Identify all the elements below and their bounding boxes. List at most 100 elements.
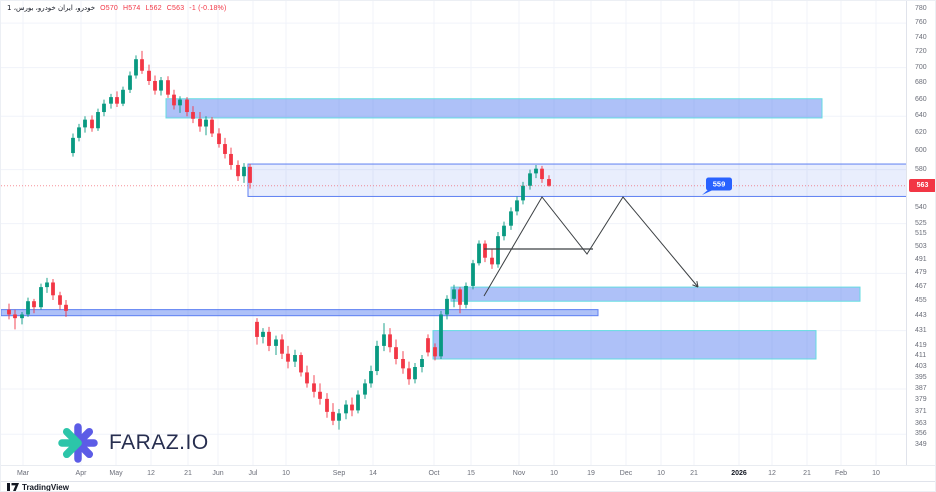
price-tick: 600 bbox=[915, 147, 927, 155]
candle-body bbox=[540, 168, 544, 180]
candle-body bbox=[420, 358, 424, 368]
price-tick: 395 bbox=[915, 373, 927, 381]
candle-body bbox=[13, 314, 17, 319]
time-tick: Sep bbox=[332, 470, 346, 477]
time-tick: 2026 bbox=[731, 470, 747, 477]
projection-zigzag[interactable] bbox=[483, 196, 699, 297]
candle-body bbox=[445, 298, 449, 315]
price-tick: 443 bbox=[915, 311, 927, 319]
demand-zone-420[interactable] bbox=[432, 330, 817, 360]
candle-body bbox=[166, 80, 170, 95]
candle-body bbox=[433, 347, 437, 357]
price-axis[interactable]: 563 780 760 740 720 700 680 660 640 620 600 580 540… bbox=[906, 1, 935, 465]
time-tick: Nov bbox=[512, 470, 526, 477]
candle-body bbox=[261, 331, 265, 337]
price-tick: 580 bbox=[915, 165, 927, 173]
time-tick: 15 bbox=[467, 470, 475, 477]
supply-zone-650[interactable] bbox=[165, 98, 823, 119]
candle-body bbox=[382, 334, 386, 346]
candle-body bbox=[178, 99, 182, 106]
tradingview-attribution-text[interactable]: TradingView bbox=[22, 482, 69, 492]
time-tick: Jun bbox=[212, 470, 224, 477]
candle-body bbox=[134, 59, 138, 76]
candle-body bbox=[375, 345, 379, 372]
candle-body bbox=[388, 334, 392, 348]
candle-body bbox=[496, 236, 500, 265]
candle-body bbox=[147, 70, 151, 81]
supply-zone-570[interactable] bbox=[247, 163, 906, 197]
price-tick: 411 bbox=[915, 352, 927, 360]
candle-body bbox=[121, 89, 125, 104]
candle-body bbox=[483, 243, 487, 258]
candle-body bbox=[464, 285, 468, 305]
level-band-445[interactable] bbox=[1, 309, 599, 317]
price-tick: 491 bbox=[915, 255, 927, 263]
time-tick: 19 bbox=[587, 470, 595, 477]
symbol-name[interactable]: خودرو، ایران خودرو، بورس، 1 bbox=[7, 4, 96, 12]
candle-body bbox=[509, 211, 513, 226]
candle-body bbox=[547, 179, 551, 186]
ohlc-close: C563 bbox=[166, 5, 185, 12]
ohlc-high: H574 bbox=[122, 5, 141, 12]
candle-body bbox=[153, 80, 157, 91]
chart-canvas[interactable]: 559 bbox=[1, 1, 906, 465]
candle-body bbox=[490, 257, 494, 265]
candle-body bbox=[280, 339, 284, 354]
time-axis[interactable]: Mar Apr May 12 21 Jun Jul 10 Sep 14 Oct 15 Nov 10 19 De… bbox=[1, 465, 935, 481]
price-tick: 515 bbox=[915, 230, 927, 238]
time-tick: 21 bbox=[184, 470, 192, 477]
candle-body bbox=[128, 75, 132, 90]
candle-body bbox=[90, 119, 94, 129]
candle-body bbox=[64, 304, 68, 311]
price-tick: 540 bbox=[915, 204, 927, 212]
price-tick: 680 bbox=[915, 79, 927, 87]
chart-plot-area[interactable]: 559 خودرو، ایران خودرو، بورس، 1 O570 H57… bbox=[1, 1, 906, 465]
candle-body bbox=[274, 339, 278, 346]
candle-body bbox=[198, 118, 202, 127]
time-tick: 10 bbox=[872, 470, 880, 477]
price-tick: 720 bbox=[915, 48, 927, 56]
price-tick: 356 bbox=[915, 430, 927, 438]
price-tick: 349 bbox=[915, 441, 927, 448]
candle-body bbox=[337, 413, 341, 421]
time-tick: 10 bbox=[282, 470, 290, 477]
candle-body bbox=[77, 127, 81, 138]
candle-body bbox=[363, 383, 367, 395]
candle-body bbox=[210, 119, 214, 134]
candle-body bbox=[344, 404, 348, 414]
price-tick: 403 bbox=[915, 363, 927, 370]
price-tick: 431 bbox=[915, 326, 927, 334]
candle-body bbox=[242, 166, 246, 177]
candle-body bbox=[521, 185, 525, 201]
price-tick: 740 bbox=[915, 33, 927, 41]
projection-arrowhead bbox=[696, 281, 699, 288]
candle-body bbox=[204, 119, 208, 127]
symbol-legend[interactable]: خودرو، ایران خودرو، بورس، 1 O570 H574 L5… bbox=[7, 3, 227, 14]
candle-body bbox=[528, 173, 532, 186]
price-tick: 363 bbox=[915, 419, 927, 427]
price-tick: 700 bbox=[915, 63, 927, 71]
price-tick: 419 bbox=[915, 341, 927, 349]
price-tick: 525 bbox=[915, 219, 927, 227]
attribution-bar: TradingView bbox=[1, 481, 935, 492]
candle-body bbox=[217, 133, 221, 145]
price-tick: 760 bbox=[915, 19, 927, 27]
demand-zone-460[interactable] bbox=[450, 286, 861, 302]
time-tick: May bbox=[109, 470, 123, 477]
tradingview-logo-icon bbox=[7, 483, 19, 491]
candle-body bbox=[312, 383, 316, 392]
last-price-label: 563 bbox=[909, 179, 935, 193]
candle-body bbox=[369, 371, 373, 384]
candle-body bbox=[185, 99, 189, 113]
candle-body bbox=[325, 398, 329, 412]
time-tick: Jul bbox=[248, 470, 258, 477]
candle-body bbox=[439, 314, 443, 357]
price-tick: 371 bbox=[915, 407, 927, 415]
price-tick: 660 bbox=[915, 95, 927, 103]
candle-body bbox=[286, 353, 290, 362]
price-callout-box[interactable] bbox=[706, 177, 732, 191]
candle-body bbox=[401, 358, 405, 369]
candle-body bbox=[318, 391, 322, 399]
candle-body bbox=[71, 137, 75, 154]
